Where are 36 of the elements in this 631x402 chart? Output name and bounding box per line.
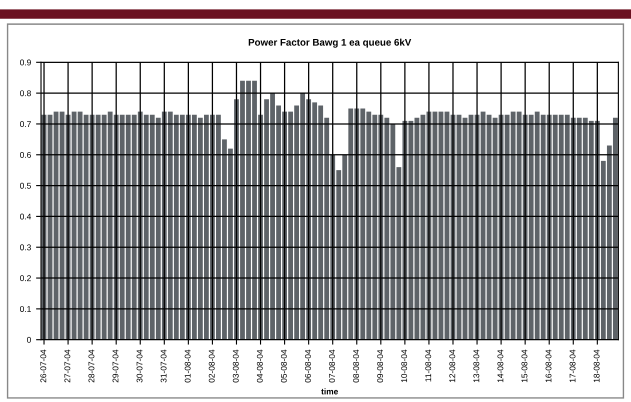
x-tick-label: 29-07-04 — [112, 350, 118, 382]
x-tick-label: 28-07-04 — [88, 350, 94, 382]
x-tick-label: 15-08-04 — [521, 350, 528, 382]
x-tick-label: 04-08-04 — [256, 350, 263, 382]
x-tick-label: 10-08-04 — [401, 350, 408, 382]
y-tick-label: 0.5 — [20, 182, 31, 189]
y-tick-label: 0.3 — [20, 244, 31, 250]
x-tick-label: 26-07-04 — [40, 350, 46, 382]
x-tick-label: 18-08-04 — [594, 350, 600, 382]
x-tick-label: 03-08-04 — [232, 350, 239, 382]
x-tick-label: 07-08-04 — [329, 350, 335, 382]
y-tick-label: 0.1 — [20, 306, 31, 312]
x-tick-label: 01-08-04 — [184, 350, 191, 382]
y-tick-label: 0 — [26, 336, 31, 343]
x-tick-label: 27-07-04 — [64, 350, 70, 382]
x-tick-label: 12-08-04 — [449, 350, 456, 382]
y-tick-label: 0.7 — [20, 121, 31, 128]
x-tick-label: 13-08-04 — [473, 350, 480, 382]
x-tick-label: 30-07-04 — [136, 350, 142, 382]
x-tick-label: 16-08-04 — [546, 350, 552, 382]
chart-title: Power Factor Bawg 1 ea queue 6kV — [248, 38, 412, 48]
y-tick-label: 0.6 — [20, 152, 31, 158]
y-tick-label: 0.2 — [20, 275, 31, 282]
x-tick-label: 05-08-04 — [280, 350, 287, 382]
x-tick-label: 11-08-04 — [425, 350, 432, 382]
x-tick-label: 31-07-04 — [160, 350, 167, 382]
y-tick-label: 0.8 — [20, 90, 31, 96]
x-tick-label: 06-08-04 — [304, 350, 311, 382]
x-tick-label: 17-08-04 — [570, 350, 576, 382]
x-axis-title: time — [321, 388, 338, 394]
y-tick-label: 0.4 — [20, 214, 32, 220]
y-tick-label: 0.9 — [20, 60, 31, 66]
x-tick-label: 14-08-04 — [497, 350, 504, 382]
x-tick-label: 09-08-04 — [377, 350, 384, 382]
x-tick-label: 02-08-04 — [208, 350, 215, 382]
x-tick-label: 08-08-04 — [353, 350, 359, 382]
